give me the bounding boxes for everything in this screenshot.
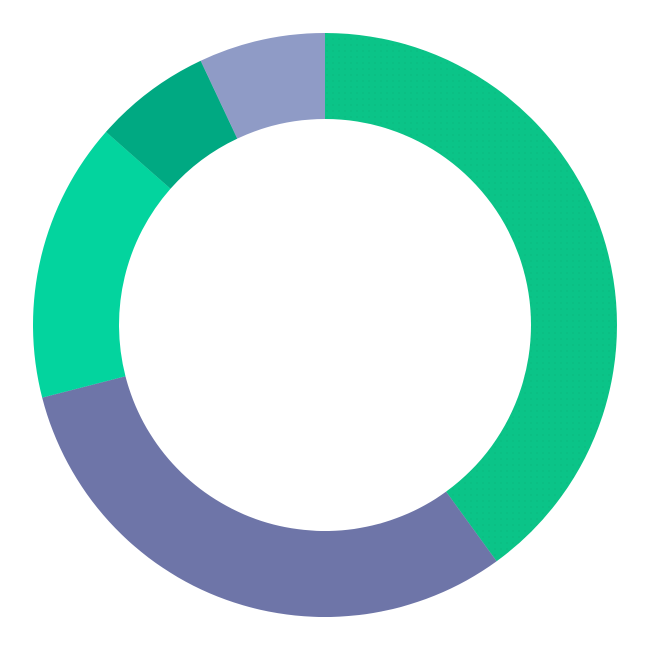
donut-slice-4[interactable] bbox=[105, 60, 238, 189]
donut-slice-3[interactable] bbox=[33, 131, 171, 398]
donut-slice-2[interactable] bbox=[42, 376, 497, 617]
donut-slices bbox=[33, 33, 617, 617]
donut-slice-5[interactable] bbox=[200, 33, 325, 139]
donut-slice-1[interactable] bbox=[325, 33, 617, 562]
